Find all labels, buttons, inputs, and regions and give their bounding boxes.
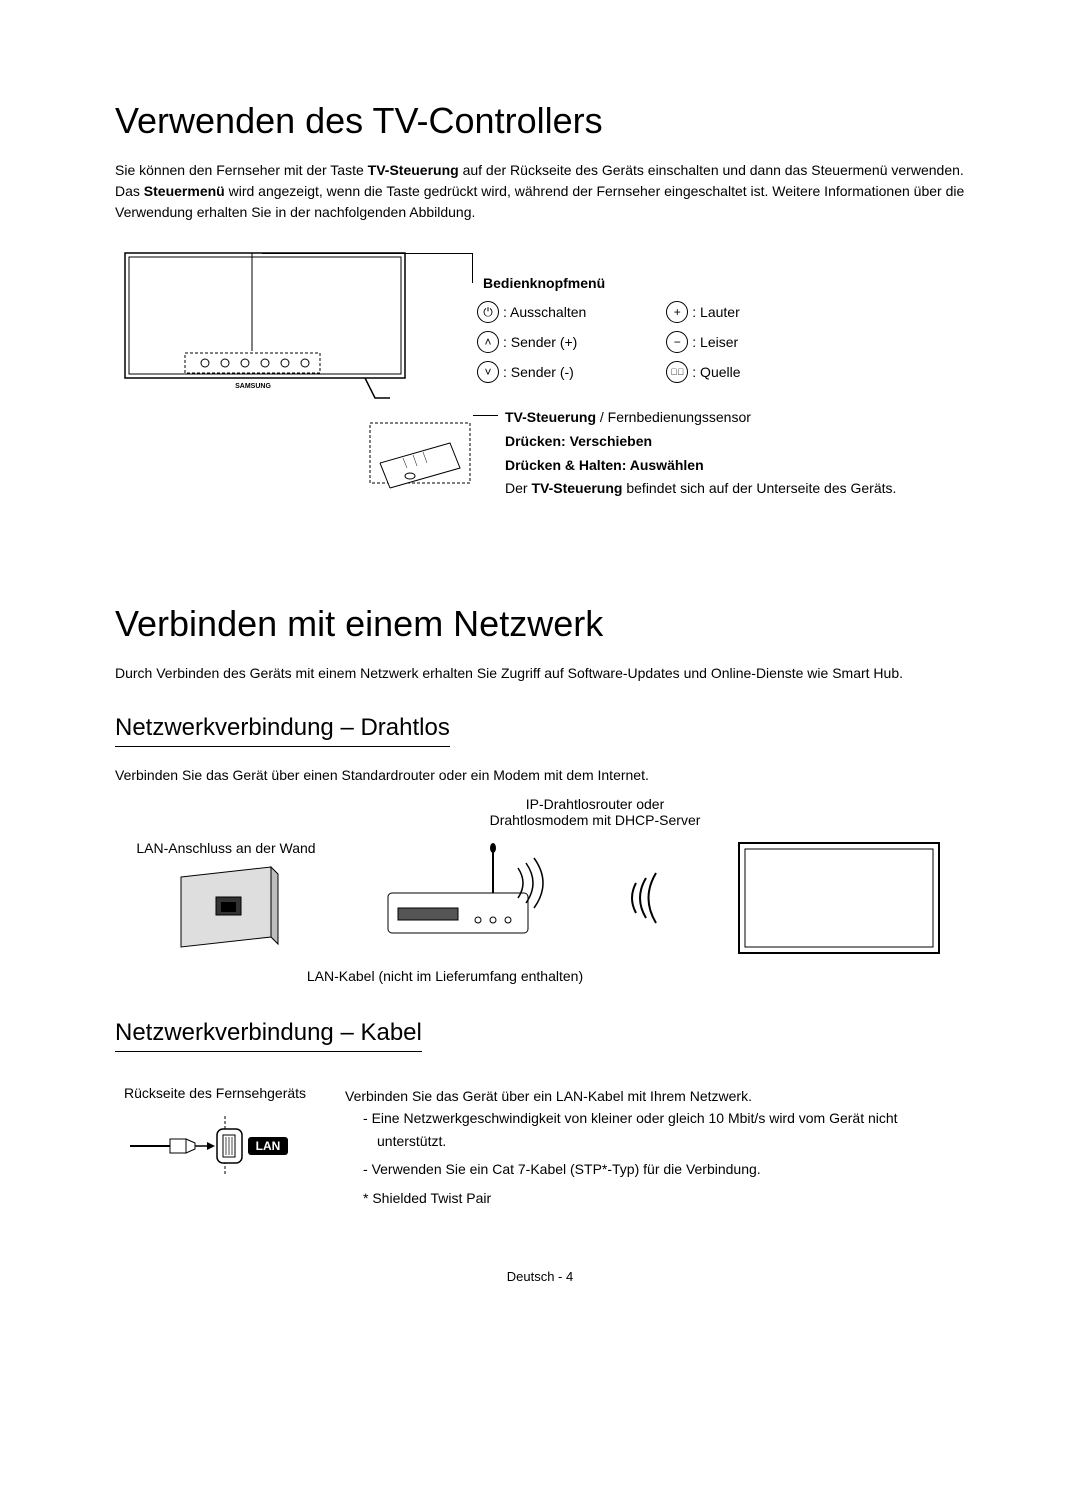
menu-label: : Leiser [692,334,738,350]
plus-icon: + [666,301,688,323]
cable-note-2: Verwenden Sie ein Cat 7-Kabel (STP*-Typ)… [363,1158,965,1180]
router-label-1: IP-Drahtlosrouter oder [225,796,965,812]
minus-icon: − [666,331,688,353]
steuer-line3: Drücken & Halten: Auswählen [505,454,965,478]
menu-label: : Sender (+) [503,334,577,350]
wall-jack-icon [166,862,286,952]
rear-label: Rückseite des Fernsehgeräts [115,1085,315,1101]
intro-part-bold: TV-Steuerung [368,162,459,178]
wireless-desc: Verbinden Sie das Gerät über einen Stand… [115,765,965,786]
page-footer: Deutsch - 4 [115,1269,965,1284]
tv-controller-diagram: SAMSUNG Bedienknopfmenü ⏻ : Ausschalten … [115,243,965,543]
menu-col-right: + : Lauter − : Leiser ⟶⃞ : Quelle [666,301,740,383]
intro-part: Sie können den Fernseher mit der Taste [115,162,368,178]
router-label: IP-Drahtlosrouter oder Drahtlosmodem mit… [225,796,965,828]
section1-intro: Sie können den Fernseher mit der Taste T… [115,160,965,223]
router-icon [378,838,548,958]
cable-note-1: Eine Netzwerkgeschwindigkeit von kleiner… [363,1107,965,1152]
cable-section: Rückseite des Fernsehgeräts LAN Verbinde… [115,1085,965,1209]
svg-text:SAMSUNG: SAMSUNG [235,383,271,390]
menu-quelle: ⟶⃞ : Quelle [666,361,740,383]
section1-title: Verwenden des TV-Controllers [115,100,965,142]
cable-desc: Verbinden Sie das Gerät über ein LAN-Kab… [345,1085,965,1107]
intro-part-bold: Steuermenü [144,183,225,199]
intro-part: wird angezeigt, wenn die Taste gedrückt … [115,183,964,220]
section2-title: Verbinden mit einem Netzwerk [115,603,965,645]
menu-leiser: − : Leiser [666,331,740,353]
controller-menu: ⏻ : Ausschalten ˄ : Sender (+) ˅ : Sende… [477,301,741,383]
bold: TV-Steuerung [505,409,596,425]
lan-cable-caption: LAN-Kabel (nicht im Lieferumfang enthalt… [0,968,965,984]
steuer-line1: TV-Steuerung / Fernbedienungssensor [505,406,965,430]
wall-lan-block: LAN-Anschluss an der Wand [136,840,315,957]
menu-label: : Quelle [692,364,740,380]
tv-corner-detail [355,408,485,508]
menu-ausschalten: ⏻ : Ausschalten [477,301,586,323]
section2-intro: Durch Verbinden des Geräts mit einem Net… [115,663,965,684]
source-icon: ⟶⃞ [666,361,688,383]
menu-label: : Ausschalten [503,304,586,320]
steuer-line4: Der TV-Steuerung befindet sich auf der U… [505,477,965,501]
menu-sender-plus: ˄ : Sender (+) [477,331,586,353]
cable-title: Netzwerkverbindung – Kabel [115,1019,422,1052]
bold: TV-Steuerung [531,480,622,496]
chevron-up-icon: ˄ [477,331,499,353]
chevron-down-icon: ˅ [477,361,499,383]
tv-outline: SAMSUNG [115,243,415,418]
bedienknopf-label: Bedienknopfmenü [483,275,605,291]
cable-diagram-block: Rückseite des Fernsehgeräts LAN [115,1085,315,1209]
text: / Fernbedienungssensor [596,409,751,425]
menu-col-left: ⏻ : Ausschalten ˄ : Sender (+) ˅ : Sende… [477,301,586,383]
wireless-diagram: LAN-Anschluss an der Wand [115,838,965,958]
power-icon: ⏻ [477,301,499,323]
signal-icon [611,848,671,948]
router-label-2: Drahtlosmodem mit DHCP-Server [225,812,965,828]
text: befindet sich auf der Unterseite des Ger… [622,480,896,496]
cable-footnote: * Shielded Twist Pair [345,1187,965,1209]
lan-badge-text: LAN [256,1139,281,1153]
lan-wall-label: LAN-Anschluss an der Wand [136,840,315,856]
menu-lauter: + : Lauter [666,301,740,323]
menu-label: : Lauter [692,304,739,320]
menu-label: : Sender (-) [503,364,574,380]
steuerung-info: TV-Steuerung / Fernbedienungssensor Drüc… [505,406,965,501]
cable-text-block: Verbinden Sie das Gerät über ein LAN-Kab… [345,1085,965,1209]
steuer-line2: Drücken: Verschieben [505,430,965,454]
tv-icon [734,838,944,958]
wireless-title: Netzwerkverbindung – Drahtlos [115,714,450,747]
menu-sender-minus: ˅ : Sender (-) [477,361,586,383]
text: Der [505,480,531,496]
lan-port-icon: LAN [125,1111,305,1181]
